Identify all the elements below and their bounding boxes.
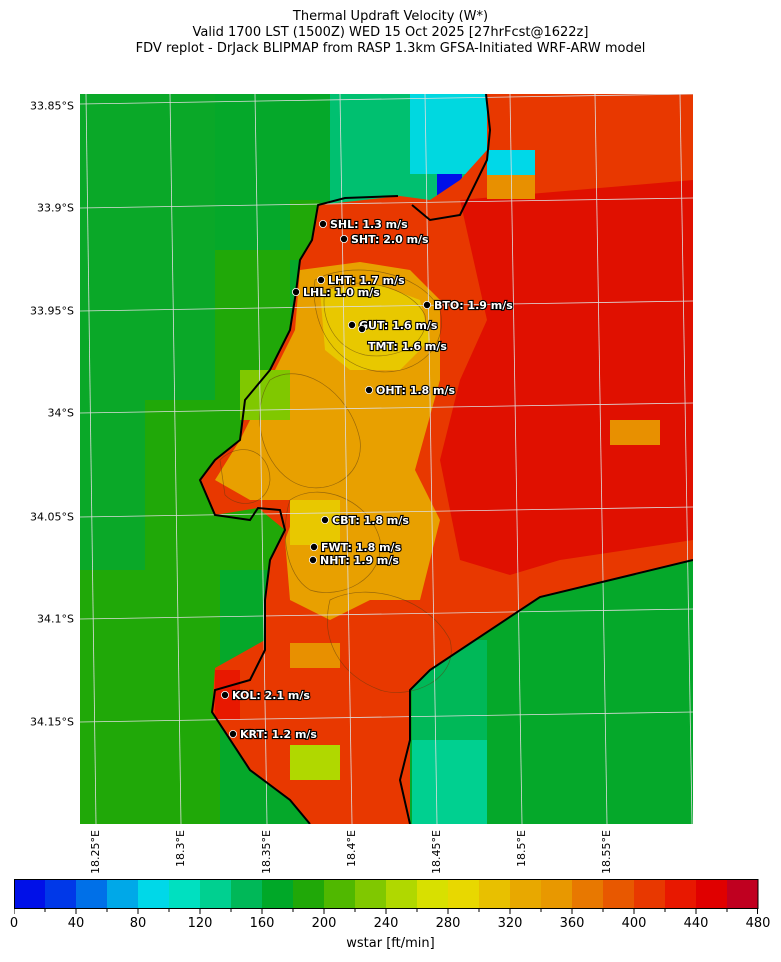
field-patch	[487, 590, 693, 824]
lat-tick-label: 33.85°S	[30, 99, 74, 113]
lon-tick-label: 18.4°E	[345, 830, 358, 867]
station-label-krt: KRT: 1.2 m/s	[240, 728, 317, 741]
colorbar-bin	[603, 879, 635, 909]
colorbar-tick-label: 40	[67, 916, 85, 931]
colorbar-tick-label: 480	[745, 916, 771, 931]
lat-tick-label: 34.1°S	[37, 612, 74, 626]
station-marker-fwt	[309, 543, 318, 552]
land-field-deep-red	[440, 180, 693, 575]
station-marker-nht	[308, 556, 317, 565]
colorbar-bin	[634, 879, 666, 909]
colorbar-frame	[14, 879, 759, 909]
colorbar-tick-label: 0	[9, 916, 19, 931]
coastline	[198, 94, 693, 824]
station-marker-lht	[316, 275, 325, 284]
colorbar-bin	[665, 879, 697, 909]
station-marker-lhl	[291, 287, 300, 296]
colorbar-bin	[138, 879, 170, 909]
colorbar-bin	[386, 879, 418, 909]
lon-tick-label: 18.55°E	[600, 830, 613, 874]
colorbar-bin	[541, 879, 573, 909]
colorbar-bin	[510, 879, 542, 909]
lon-tick-label: 18.45°E	[430, 830, 443, 874]
map-title: Thermal Updraft Velocity (W*)	[292, 9, 489, 24]
station-label-shl: SHL: 1.3 m/s	[330, 218, 408, 231]
colorbar-bin	[200, 879, 232, 909]
station-marker-gut	[347, 320, 356, 329]
station-marker-oht	[364, 385, 373, 394]
colorbar-tick-label: 440	[683, 916, 709, 931]
lon-tick-label: 18.35°E	[260, 830, 273, 874]
station-label-gut: GUT: 1.6 m/s	[359, 319, 438, 332]
station-marker-sht	[339, 234, 348, 243]
lon-tick-label: 18.25°E	[89, 830, 102, 874]
colorbar-bin	[355, 879, 387, 909]
station-label-fwt: FWT: 1.8 m/s	[321, 541, 402, 554]
station-marker-tmt	[357, 324, 366, 333]
colorbar-tick-label: 400	[621, 916, 647, 931]
colorbar-bin	[572, 879, 604, 909]
colorbar-tick-label: 80	[129, 916, 147, 931]
colorbar-tick-label: 360	[559, 916, 585, 931]
map-subtitle-valid: Valid 1700 LST (1500Z) WED 15 Oct 2025 […	[192, 25, 589, 40]
lat-tick-label: 34.15°S	[30, 715, 74, 729]
colorbar-bin	[169, 879, 201, 909]
field-patch	[410, 94, 490, 174]
map-plot: SHL: 1.3 m/s SHT: 2.0 m/s LHT: 1.7 m/sLHL:…	[80, 94, 693, 824]
station-label-sht: SHT: 2.0 m/s	[351, 233, 429, 246]
field-patch	[290, 643, 340, 668]
lat-tick-label: 34.05°S	[30, 510, 74, 524]
colorbar-bin	[45, 879, 77, 909]
field-patch	[290, 745, 340, 780]
station-label-tmt: TMT: 1.6 m/s	[368, 340, 447, 353]
lon-tick-label: 18.5°E	[515, 830, 528, 867]
colorbar-bin	[727, 879, 759, 909]
station-markers: SHL: 1.3 m/s SHT: 2.0 m/s LHT: 1.7 m/sLHL:…	[220, 217, 514, 742]
colorbar-bin	[448, 879, 480, 909]
colorbar-bin	[324, 879, 356, 909]
colorbar-bin	[696, 879, 728, 909]
field-patch	[80, 570, 220, 824]
colorbar-tick-label: 200	[311, 916, 337, 931]
field-patch	[412, 740, 487, 824]
field-patch	[610, 420, 660, 445]
graticule	[80, 94, 693, 824]
colorbar-bin	[262, 879, 294, 909]
lat-tick-label: 33.9°S	[37, 201, 74, 215]
colorbar-bin	[293, 879, 325, 909]
map-subtitle-source: FDV replot - DrJack BLIPMAP from RASP 1.…	[135, 41, 646, 56]
lat-tick-label: 33.95°S	[30, 304, 74, 318]
field-patch	[290, 500, 340, 545]
colorbar-tick-label: 280	[435, 916, 461, 931]
station-label-lht: LHT: 1.7 m/s	[328, 274, 405, 287]
lon-tick-label: 18.3°E	[174, 830, 187, 867]
station-marker-bto	[422, 300, 431, 309]
station-marker-shl	[318, 219, 327, 228]
station-label-cbt: CBT: 1.8 m/s	[332, 514, 409, 527]
colorbar	[14, 879, 759, 914]
colorbar-tick-label: 160	[249, 916, 275, 931]
station-label-bto: BTO: 1.9 m/s	[434, 299, 513, 312]
station-label-kol: KOL: 2.1 m/s	[232, 689, 310, 702]
colorbar-bin	[14, 879, 46, 909]
terrain-contours	[219, 269, 452, 693]
colorbar-bin	[76, 879, 108, 909]
colorbar-bin	[107, 879, 139, 909]
station-marker-krt	[228, 730, 237, 739]
colorbar-bin	[479, 879, 511, 909]
station-marker-kol	[220, 691, 229, 700]
colorbar-tick-label: 120	[187, 916, 213, 931]
colorbar-bin	[417, 879, 449, 909]
station-label-oht: OHT: 1.8 m/s	[376, 384, 455, 397]
colorbar-label: wstar [ft/min]	[346, 936, 435, 951]
colorbar-tick-label: 240	[373, 916, 399, 931]
colorbar-tick-label: 320	[497, 916, 523, 931]
station-label-lhl: LHL: 1.0 m/s	[303, 286, 380, 299]
colorbar-bin	[231, 879, 263, 909]
station-marker-cbt	[320, 516, 329, 525]
lat-tick-label: 34°S	[47, 406, 74, 420]
station-label-nht: NHT: 1.9 m/s	[320, 554, 399, 567]
